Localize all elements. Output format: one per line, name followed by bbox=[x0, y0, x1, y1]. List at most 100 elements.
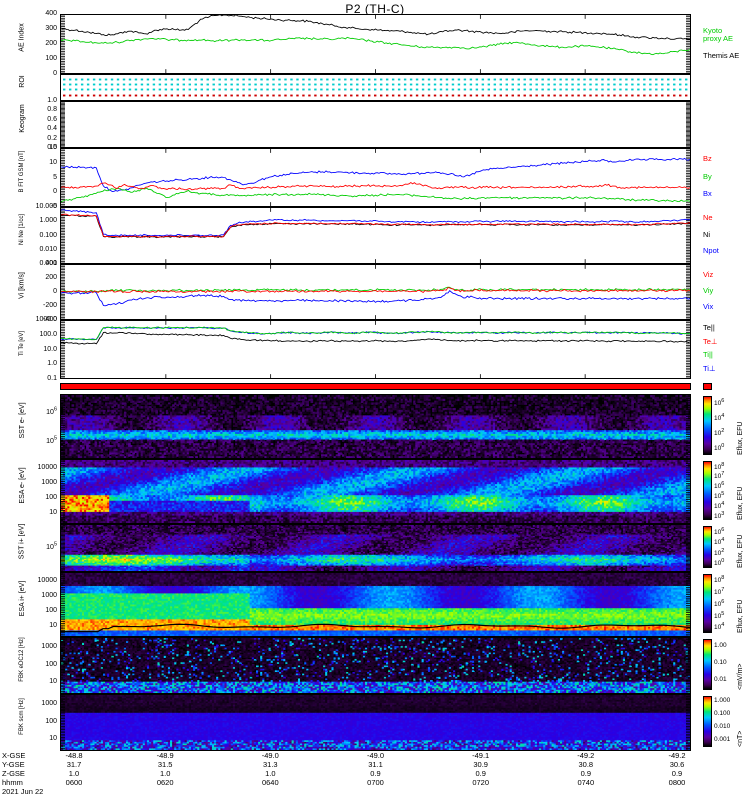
series-label-temperature-1: Te⊥ bbox=[703, 337, 717, 346]
ytick-fbk-edc12-0: 1000 bbox=[0, 643, 57, 650]
ytick-ae-index-4: 0 bbox=[0, 70, 57, 77]
ytick-temperature-2: 10.0 bbox=[0, 346, 57, 353]
panel-keogram bbox=[60, 101, 691, 148]
colorbar-unit-fbk-edc12: <mV/m> bbox=[737, 664, 744, 690]
series-label-ae-index-0: Kyoto proxy AE bbox=[703, 26, 733, 43]
panel-sst-electron bbox=[60, 394, 691, 459]
ytick-density-3: 0.010 bbox=[0, 246, 57, 253]
xaxis-tick-zgse-0: 1.0 bbox=[69, 769, 79, 778]
colorbar-unit-sst-ion: Eflux, EFU bbox=[737, 535, 744, 568]
xaxis-tick-hhmm-0: 0600 bbox=[66, 778, 83, 787]
series-label-temperature-3: Ti⊥ bbox=[703, 364, 716, 373]
ytick-temperature-3: 1.0 bbox=[0, 360, 57, 367]
colorbar-fbk-edc12 bbox=[703, 639, 712, 690]
colorbar-tick-fbk-scm-0: 1.000 bbox=[714, 697, 730, 704]
panel-esa-electron bbox=[60, 459, 691, 524]
ytick-b-fit-3: 0 bbox=[0, 188, 57, 195]
ytick-b-fit-1: 10 bbox=[0, 159, 57, 166]
ytick-esa-electron-0: 10000 bbox=[0, 464, 57, 471]
colorbar-tick-esa-electron-1: 107 bbox=[714, 471, 724, 480]
xaxis-tick-xgse-6: -49.2 bbox=[668, 751, 685, 760]
colorbar-sst-electron bbox=[703, 396, 712, 455]
colorbar-unit-fbk-scm: <nT> bbox=[737, 731, 744, 747]
xaxis-row-label-0: X-GSE bbox=[2, 751, 25, 760]
panel-esa-ion bbox=[60, 572, 691, 637]
ytick-ae-index-0: 400 bbox=[0, 10, 57, 17]
ytick-sst-electron-1: 105 bbox=[0, 435, 57, 444]
xaxis-tick-ygse-3: 31.1 bbox=[368, 760, 383, 769]
ytick-temperature-4: 0.1 bbox=[0, 375, 57, 382]
ytick-esa-ion-0: 10000 bbox=[0, 577, 57, 584]
colorbar-tick-fbk-edc12-1: 0.10 bbox=[714, 659, 727, 666]
ytick-sst-ion-0: 105 bbox=[0, 542, 57, 551]
ytick-ae-index-1: 300 bbox=[0, 25, 57, 32]
xaxis-tick-zgse-1: 1.0 bbox=[160, 769, 170, 778]
xaxis-tick-hhmm-2: 0640 bbox=[262, 778, 279, 787]
ytick-keogram-4: 0.2 bbox=[0, 135, 57, 142]
colorbar-unit-sst-electron: Eflux, EFU bbox=[737, 422, 744, 455]
colorbar-esa-electron bbox=[703, 461, 712, 520]
xaxis-tick-ygse-2: 31.3 bbox=[263, 760, 278, 769]
xaxis-tick-xgse-2: -49.0 bbox=[262, 751, 279, 760]
xaxis-tick-xgse-5: -49.2 bbox=[577, 751, 594, 760]
ytick-fbk-scm-2: 10 bbox=[0, 735, 57, 742]
colorbar-tick-esa-electron-2: 106 bbox=[714, 481, 724, 490]
panel-fbk-edc12 bbox=[60, 637, 691, 694]
xaxis-tick-xgse-3: -49.0 bbox=[367, 751, 384, 760]
series-label-ae-index-1: Themis AE bbox=[703, 51, 739, 60]
ytick-fbk-edc12-1: 100 bbox=[0, 661, 57, 668]
xaxis-tick-zgse-4: 0.9 bbox=[475, 769, 485, 778]
series-label-velocity-2: Vix bbox=[703, 303, 713, 311]
xaxis-tick-ygse-1: 31.5 bbox=[158, 760, 173, 769]
panel-fbk-scm bbox=[60, 694, 691, 751]
series-label-density-0: Ne bbox=[703, 213, 713, 222]
ytick-fbk-scm-1: 100 bbox=[0, 718, 57, 725]
ytick-keogram-0: 1.0 bbox=[0, 97, 57, 104]
ytick-density-2: 0.100 bbox=[0, 232, 57, 239]
xaxis-row-label-1: Y-GSE bbox=[2, 760, 25, 769]
colorbar-esa-ion bbox=[703, 574, 712, 633]
ytick-keogram-1: 0.8 bbox=[0, 106, 57, 113]
xaxis-tick-xgse-4: -49.1 bbox=[472, 751, 489, 760]
colorbar-tick-fbk-edc12-2: 0.01 bbox=[714, 676, 727, 683]
colorbar-tick-esa-ion-0: 108 bbox=[714, 575, 724, 584]
ytick-fbk-scm-0: 1000 bbox=[0, 700, 57, 707]
xaxis-tick-hhmm-6: 0800 bbox=[669, 778, 686, 787]
xaxis-tick-xgse-1: -48.9 bbox=[157, 751, 174, 760]
colorbar-fbk-scm bbox=[703, 696, 712, 747]
colorbar-tick-esa-ion-2: 106 bbox=[714, 599, 724, 608]
xaxis-tick-xgse-0: -48.8 bbox=[65, 751, 82, 760]
ytick-esa-electron-3: 10 bbox=[0, 509, 57, 516]
ytick-esa-electron-1: 1000 bbox=[0, 479, 57, 486]
ytick-esa-ion-2: 100 bbox=[0, 607, 57, 614]
colorbar-tick-sst-ion-1: 104 bbox=[714, 537, 724, 546]
colorbar-tick-fbk-edc12-0: 1.00 bbox=[714, 642, 727, 649]
xaxis-tick-ygse-4: 30.9 bbox=[473, 760, 488, 769]
xaxis-tick-zgse-5: 0.9 bbox=[581, 769, 591, 778]
ytick-sst-electron-0: 106 bbox=[0, 407, 57, 416]
ytick-ae-index-2: 200 bbox=[0, 40, 57, 47]
ytick-keogram-5: 0.0 bbox=[0, 144, 57, 151]
x-axis-block: X-GSE Y-GSE Z-GSE hhmm 2021 Jun 22 -48.8 31.7 1… bbox=[0, 751, 750, 800]
series-label-b-fit-2: Bx bbox=[703, 189, 712, 198]
colorbar-tick-esa-ion-3: 105 bbox=[714, 611, 724, 620]
panel-b-fit bbox=[60, 148, 691, 207]
panel-sst-ion bbox=[60, 524, 691, 572]
xaxis-tick-hhmm-1: 0620 bbox=[157, 778, 174, 787]
ytick-velocity-0: 400 bbox=[0, 260, 57, 267]
series-label-temperature-0: Te|| bbox=[703, 324, 715, 332]
ytick-velocity-1: 200 bbox=[0, 274, 57, 281]
ytick-keogram-3: 0.4 bbox=[0, 125, 57, 132]
series-label-velocity-1: Viy bbox=[703, 287, 713, 295]
ytick-esa-ion-1: 1000 bbox=[0, 592, 57, 599]
colorbar-tick-esa-electron-4: 104 bbox=[714, 501, 724, 510]
series-label-density-2: Npot bbox=[703, 247, 719, 255]
series-label-b-fit-0: Bz bbox=[703, 155, 712, 163]
panel-temperature bbox=[60, 320, 691, 379]
ytick-density-0: 10.000 bbox=[0, 203, 57, 210]
colorbar-tick-esa-ion-4: 104 bbox=[714, 622, 724, 631]
series-label-velocity-0: Viz bbox=[703, 270, 713, 279]
xaxis-row-label-3: hhmm bbox=[2, 778, 23, 787]
colorbar-tick-esa-electron-0: 108 bbox=[714, 461, 724, 470]
ytick-esa-electron-2: 100 bbox=[0, 494, 57, 501]
